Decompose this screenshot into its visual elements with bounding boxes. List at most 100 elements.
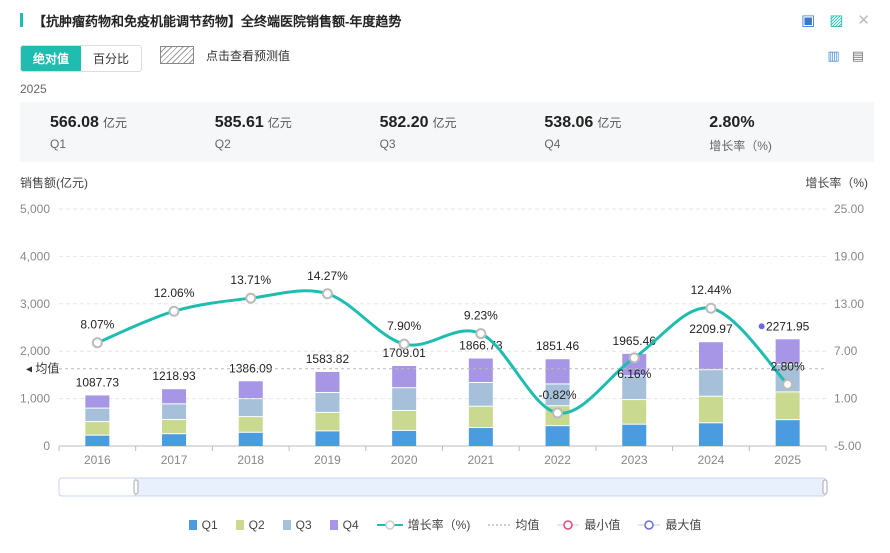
y2-axis-title: 增长率（%)	[805, 176, 868, 190]
document-icon[interactable]: ▤	[851, 48, 864, 63]
legend-q4[interactable]: Q4	[329, 516, 359, 533]
growth-point	[91, 337, 103, 349]
bar-q2	[238, 417, 263, 432]
bar-q1	[775, 420, 800, 446]
data-zoom-slider[interactable]	[58, 477, 827, 497]
page-title: 【抗肿瘤药物和免疫机能调节药物】全终端医院销售额-年度趋势	[33, 13, 402, 29]
bar-q4	[775, 339, 800, 364]
legend-max[interactable]: 最大值	[638, 516, 701, 533]
y2-tick-label: 13.00	[834, 297, 864, 311]
predict-toggle[interactable]: 点击查看预测值	[160, 46, 290, 64]
bar-q2	[315, 412, 340, 431]
tab-absolute[interactable]: 绝对值	[21, 46, 82, 71]
total-label: 1583.82	[306, 352, 350, 366]
summary-growth: 2.80% 增长率（%)	[709, 102, 874, 162]
y-tick-label: 1,000	[20, 392, 50, 406]
x-tick-label: 2018	[237, 453, 264, 467]
x-tick-label: 2020	[391, 453, 418, 467]
legend-q1[interactable]: Q1	[188, 516, 218, 533]
legend-average[interactable]: 均值	[488, 518, 540, 532]
value: 582.20	[379, 114, 429, 131]
x-tick-label: 2024	[698, 453, 725, 467]
bar-q1	[315, 431, 340, 446]
y2-tick-label: 25.00	[834, 202, 864, 216]
bar-q2	[392, 410, 417, 430]
growth-point	[245, 292, 257, 304]
bar-q2	[85, 422, 110, 435]
legend: Q1 Q2 Q3 Q4 增长率（%) 均值 最小值 最大值	[0, 516, 890, 533]
bar-q3	[545, 384, 570, 406]
bar-q3	[392, 388, 417, 410]
bar-q1	[85, 435, 110, 446]
bar-q4	[162, 389, 187, 404]
growth-line	[96, 289, 789, 415]
x-tick-label: 2021	[467, 453, 494, 467]
close-icon[interactable]: ✕	[857, 12, 870, 29]
bar-q4	[698, 342, 723, 370]
y-tick-label: 2,000	[20, 344, 50, 358]
value: 566.08	[50, 114, 99, 131]
total-label: 1218.93	[152, 369, 196, 383]
export-image-icon[interactable]: ▨	[829, 12, 844, 29]
unit: 亿元	[432, 116, 457, 130]
value: 2.80%	[709, 114, 755, 131]
y-axis-title: 销售额(亿元)	[20, 176, 88, 190]
summary-q1: 566.08 亿元 Q1	[50, 102, 215, 162]
legend-growth[interactable]: 增长率（%)	[376, 516, 470, 533]
growth-label: 9.23%	[464, 309, 498, 323]
value: 585.61	[214, 114, 264, 131]
data-zoom-handle-left[interactable]	[133, 479, 139, 495]
growth-point	[168, 305, 180, 317]
growth-label: 8.07%	[80, 318, 114, 332]
export-excel-icon[interactable]: ▣	[801, 12, 816, 29]
legend-q3[interactable]: Q3	[282, 516, 312, 533]
x-tick-label: 2017	[161, 453, 188, 467]
data-zoom-unselected[interactable]	[58, 477, 137, 497]
total-label: 2271.95	[766, 319, 810, 333]
bar-q1	[545, 426, 570, 446]
growth-point	[475, 328, 487, 340]
growth-label: 6.16%	[617, 367, 651, 381]
bar-q1	[392, 430, 417, 446]
x-tick-label: 2022	[544, 453, 571, 467]
bar-q2	[698, 396, 723, 423]
unit: 亿元	[597, 116, 622, 130]
mode-toggle: 绝对值 百分比	[20, 45, 143, 72]
bar-q3	[238, 399, 263, 417]
average-label: ◂ 均值	[26, 361, 59, 376]
legend-q2[interactable]: Q2	[235, 516, 265, 533]
summary-q3: 582.20 亿元 Q3	[380, 102, 545, 162]
tab-percent[interactable]: 百分比	[93, 52, 130, 66]
x-tick-label: 2016	[84, 453, 111, 467]
growth-point	[705, 302, 717, 314]
growth-point	[552, 407, 564, 419]
predict-label: 点击查看预测值	[206, 48, 291, 63]
legend-min[interactable]: 最小值	[557, 516, 620, 533]
max-marker	[758, 323, 765, 330]
unit: 亿元	[267, 116, 292, 130]
bar-q3	[698, 370, 723, 396]
growth-point	[628, 352, 640, 364]
bar-chart-icon[interactable]: ▥	[827, 48, 840, 63]
bar-q1	[622, 424, 647, 446]
label: Q2	[214, 137, 231, 151]
y2-tick-label: -5.00	[834, 439, 862, 453]
growth-label: 13.71%	[230, 273, 271, 287]
label: 增长率（%)	[709, 139, 772, 153]
bar-q4	[468, 358, 493, 383]
hatch-pattern-icon	[160, 46, 194, 64]
total-label: 1386.09	[229, 361, 273, 375]
total-label: 1965.46	[613, 334, 657, 348]
growth-label: 7.90%	[387, 319, 421, 333]
summary-panel: 566.08 亿元 Q1 585.61 亿元 Q2 582.20 亿元 Q3 538.06 亿…	[20, 102, 874, 162]
growth-point	[321, 288, 333, 300]
growth-label: -0.82%	[539, 388, 577, 402]
growth-label: 2.80%	[771, 359, 805, 373]
data-zoom-handle-right[interactable]	[822, 479, 828, 495]
growth-point	[782, 378, 794, 390]
value: 538.06	[544, 114, 594, 131]
bar-q4	[545, 359, 570, 384]
bar-q3	[468, 383, 493, 406]
label: Q4	[544, 137, 561, 151]
